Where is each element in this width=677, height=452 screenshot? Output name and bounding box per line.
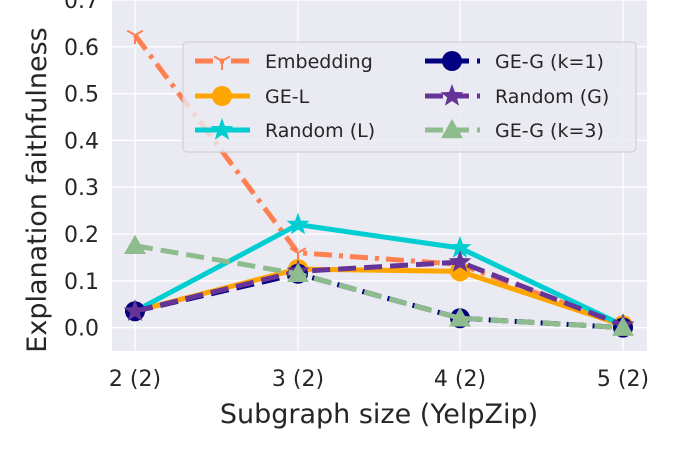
legend-label: GE-G (k=1) bbox=[495, 51, 604, 73]
x-tick-labels: 2 (2) 3 (2) 4 (2) 5 (2) bbox=[109, 367, 649, 392]
y-tick-label: 0.0 bbox=[64, 317, 99, 342]
marker-triangle bbox=[124, 234, 146, 254]
series-ge-g-k-3 bbox=[124, 234, 634, 336]
series-layer bbox=[123, 29, 635, 338]
marker-star bbox=[440, 84, 464, 106]
legend-label: Random (G) bbox=[495, 86, 609, 108]
marker-triangle bbox=[612, 316, 634, 336]
y-tick-label: 0.4 bbox=[64, 129, 99, 154]
marker-star bbox=[286, 212, 310, 235]
y-tick-label: 0.7 bbox=[64, 0, 99, 14]
y-tick-label: 0.3 bbox=[64, 176, 99, 201]
marker-star bbox=[448, 250, 472, 272]
x-tick-label: 4 (2) bbox=[434, 367, 486, 392]
marker-circle bbox=[442, 51, 462, 71]
y-tick-label: 0.1 bbox=[64, 270, 99, 295]
series-line bbox=[134, 259, 624, 328]
y-tick-label: 0.6 bbox=[64, 36, 99, 61]
x-tick-label: 5 (2) bbox=[597, 367, 649, 392]
series-line bbox=[134, 243, 624, 331]
legend-label: GE-L bbox=[265, 86, 310, 108]
marker-star bbox=[123, 299, 147, 321]
y-tick-label: 0.5 bbox=[64, 83, 99, 108]
legend-label: Embedding bbox=[265, 51, 373, 73]
legend-frame bbox=[182, 41, 637, 153]
marker-tri-down bbox=[126, 29, 144, 45]
marker-circle bbox=[212, 86, 232, 106]
marker-triangle bbox=[449, 307, 471, 327]
y-axis-title: Explanation faithfulness bbox=[22, 27, 53, 352]
y-tick-labels: 0.0 0.1 0.2 0.3 0.4 0.5 0.6 0.7 bbox=[64, 0, 99, 342]
legend-label: GE-G (k=3) bbox=[495, 120, 604, 142]
x-tick-label: 3 (2) bbox=[272, 367, 324, 392]
marker-tri-down bbox=[213, 55, 231, 70]
legend: Embedding GE-L Random (L) GE-G (k=1) Random … bbox=[182, 41, 637, 153]
marker-star bbox=[210, 118, 234, 140]
marker-star bbox=[448, 236, 472, 258]
y-tick-label: 0.2 bbox=[64, 223, 99, 248]
marker-triangle bbox=[441, 119, 463, 139]
x-axis-title: Subgraph size (YelpZip) bbox=[220, 399, 538, 430]
marker-triangle bbox=[287, 262, 309, 283]
x-tick-label: 2 (2) bbox=[109, 367, 161, 392]
series-line bbox=[133, 222, 625, 328]
legend-label: Random (L) bbox=[265, 120, 375, 142]
